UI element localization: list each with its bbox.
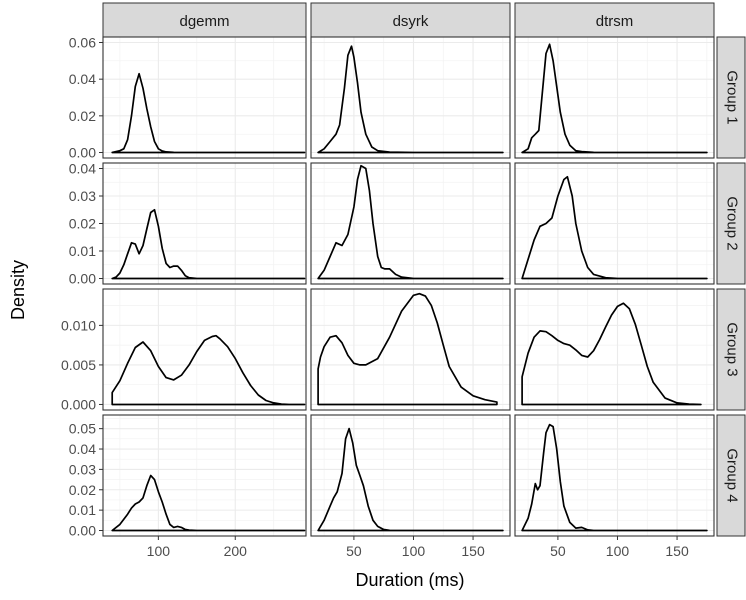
panel-border (310, 288, 511, 411)
y-tick-label: 0.00 (69, 145, 96, 161)
facet-row-label: Group 2 (724, 196, 741, 250)
y-tick-label: 0.02 (69, 482, 96, 498)
panel-dsyrk-r1 (310, 36, 511, 159)
panel-background (311, 289, 510, 410)
y-tick-label: 0.000 (61, 396, 96, 412)
density-line-dgemm-Group-1 (111, 72, 306, 154)
y-tick-label: 0.03 (69, 461, 96, 477)
density-line-dtrsm-Group-3 (521, 302, 702, 406)
density-line-dtrsm-Group-4 (521, 423, 708, 532)
panel-background (103, 289, 306, 410)
x-tick-label: 150 (665, 543, 689, 559)
panel-border (310, 162, 511, 285)
x-tick-label: 50 (550, 543, 566, 559)
y-tick-label: 0.02 (69, 108, 96, 124)
panel-dsyrk-r3 (310, 288, 511, 411)
facet-strip-Group-4 (716, 414, 746, 537)
facet-strip-dgemm (102, 2, 307, 38)
y-tick-label: 0.005 (61, 357, 96, 373)
x-tick-label: 100 (402, 543, 426, 559)
x-axis-title: Duration (ms) (355, 570, 464, 590)
facet-strip-Group-2 (716, 162, 746, 285)
x-tick-label: 150 (461, 543, 485, 559)
panel-border (514, 162, 715, 285)
panel-background (311, 415, 510, 536)
y-tick-label: 0.01 (69, 502, 96, 518)
density-line-dsyrk-Group-2 (317, 164, 504, 280)
panel-dtrsm-r1 (514, 36, 715, 159)
density-line-dtrsm-Group-2 (521, 175, 708, 280)
density-line-dgemm-Group-2 (111, 208, 306, 280)
panel-dtrsm-r3 (514, 288, 715, 411)
panel-border (514, 288, 715, 411)
facet-strip-label: dtrsm (596, 13, 634, 30)
facet-row-label: Group 1 (724, 70, 741, 124)
y-tick-label: 0.00 (69, 523, 96, 539)
panel-border (310, 414, 511, 537)
panel-background (515, 289, 714, 410)
x-tick-label: 100 (147, 543, 171, 559)
density-line-dsyrk-Group-1 (317, 45, 504, 154)
density-line-dgemm-Group-3 (111, 334, 306, 406)
panel-dtrsm-r4: 50 100 150 (514, 414, 715, 559)
panel-background (103, 415, 306, 536)
panel-dgemm-r4: 0.00 0.01 0.02 0.03 0.04 0.05 100 200 (69, 414, 307, 559)
y-tick-label: 0.04 (69, 441, 96, 457)
panel-dtrsm-r2 (514, 162, 715, 285)
y-tick-label: 0.00 (69, 271, 96, 287)
y-tick-label: 0.03 (69, 188, 96, 204)
density-line-dsyrk-Group-3 (317, 292, 498, 406)
x-tick-label: 200 (224, 543, 248, 559)
facet-strip-dtrsm (514, 2, 715, 38)
panel-dsyrk-r4: 50 100 150 (310, 414, 511, 559)
y-tick-label: 0.01 (69, 243, 96, 259)
facet-row-label: Group 4 (724, 448, 741, 502)
panel-background (515, 415, 714, 536)
y-tick-label: 0.06 (69, 35, 96, 51)
density-line-dsyrk-Group-4 (317, 427, 504, 532)
panel-border (102, 288, 307, 411)
panel-border (514, 36, 715, 159)
facet-strip-label: dsyrk (393, 13, 429, 30)
facet-strip-Group-3 (716, 288, 746, 411)
density-line-dtrsm-Group-1 (521, 43, 708, 154)
y-tick-label: 0.04 (69, 161, 96, 177)
x-tick-label: 100 (606, 543, 630, 559)
y-tick-label: 0.02 (69, 216, 96, 232)
density-line-dgemm-Group-4 (111, 474, 306, 532)
facet-strip-dsyrk (310, 2, 511, 38)
y-axis-title: Density (8, 260, 28, 320)
panel-dgemm-r3: 0.000 0.005 0.010 (61, 288, 307, 412)
x-tick-label: 50 (346, 543, 362, 559)
facet-row-label: Group 3 (724, 322, 741, 376)
panel-border (102, 36, 307, 159)
y-tick-label: 0.010 (61, 317, 96, 333)
facet-grid: dgemm dsyrk dtrsm Group 1 Group 2 Group 3 Grou… (61, 2, 746, 559)
panel-border (514, 414, 715, 537)
panel-dgemm-r2: 0.00 0.01 0.02 0.03 0.04 (69, 161, 307, 287)
facet-strip-Group-1 (716, 36, 746, 159)
panel-border (310, 36, 511, 159)
y-tick-label: 0.05 (69, 421, 96, 437)
panel-dgemm-r1: 0.00 0.02 0.04 0.06 (69, 35, 307, 161)
y-tick-label: 0.04 (69, 71, 96, 87)
panel-border (102, 414, 307, 537)
facet-strip-label: dgemm (179, 13, 229, 30)
panel-dsyrk-r2 (310, 162, 511, 285)
